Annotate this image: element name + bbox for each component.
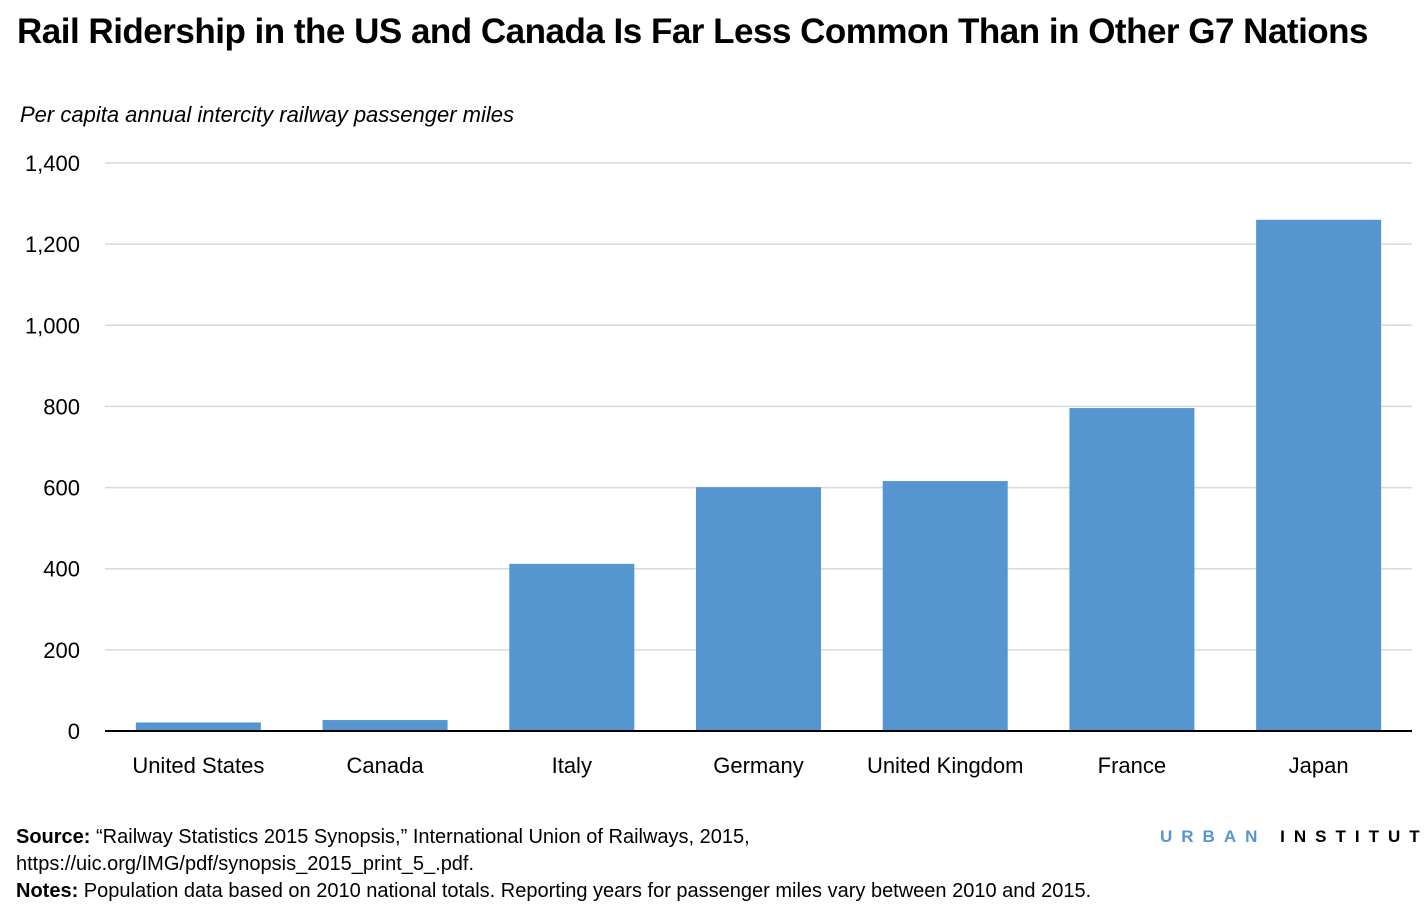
x-tick-label: Italy [552, 753, 592, 778]
logo-urban: URBAN [1160, 827, 1267, 846]
y-tick-label: 400 [43, 557, 80, 582]
bar-germany [696, 487, 821, 731]
y-tick-label: 0 [68, 719, 80, 744]
notes-line: Notes: Population data based on 2010 nat… [16, 880, 1091, 903]
x-tick-label: United States [132, 753, 264, 778]
x-tick-label: United Kingdom [867, 753, 1024, 778]
y-tick-label: 800 [43, 394, 80, 419]
x-tick-label: Canada [347, 753, 425, 778]
bar-united-kingdom [882, 481, 1008, 731]
y-axis-label: Per capita annual intercity railway pass… [20, 102, 515, 127]
logo-institute: INSTITUTE [1280, 827, 1427, 846]
bar-italy [509, 563, 635, 731]
source-label: Source: [16, 826, 91, 848]
chart-title: Rail Ridership in the US and Canada Is F… [17, 12, 1369, 51]
y-tick-label: 200 [43, 638, 80, 663]
notes-label: Notes: [16, 880, 79, 902]
x-tick-label: Japan [1289, 753, 1349, 778]
y-tick-label: 600 [43, 476, 80, 501]
y-tick-label: 1,400 [25, 151, 80, 176]
x-tick-label: Germany [713, 753, 803, 778]
source-text: “Railway Statistics 2015 Synopsis,” Inte… [90, 826, 750, 848]
source-line: Source: “Railway Statistics 2015 Synopsi… [16, 826, 750, 849]
notes-text: Population data based on 2010 national t… [78, 880, 1092, 902]
bar-united-states [135, 722, 261, 731]
bar-canada [322, 720, 448, 731]
urban-institute-logo: URBAN INSTITUTE [1160, 827, 1427, 847]
y-tick-label: 1,200 [25, 232, 80, 257]
bar-chart: 0 200 400 600 800 1,000 1,200 1,400 United State… [25, 151, 1412, 778]
y-tick-label: 1,000 [25, 313, 80, 338]
bar-france [1069, 408, 1195, 731]
source-url: https://uic.org/IMG/pdf/synopsis_2015_pr… [16, 853, 475, 875]
bar-japan [1256, 219, 1382, 732]
x-tick-label: France [1098, 753, 1166, 778]
